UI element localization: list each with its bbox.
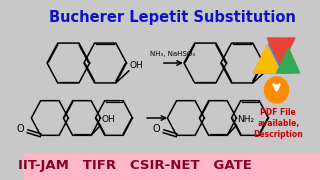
Text: O: O: [152, 124, 160, 134]
Circle shape: [265, 77, 289, 103]
Text: O: O: [16, 124, 24, 134]
Bar: [24, 153, 320, 180]
Text: OH: OH: [130, 61, 143, 70]
Text: NH₃, NaHSO₃: NH₃, NaHSO₃: [150, 51, 196, 57]
Polygon shape: [276, 48, 300, 73]
Polygon shape: [267, 38, 295, 66]
Text: OH: OH: [101, 115, 115, 124]
Text: PDF File
available,
Description: PDF File available, Description: [253, 108, 303, 139]
Text: IIT-JAM   TIFR   CSIR-NET   GATE: IIT-JAM TIFR CSIR-NET GATE: [18, 159, 252, 172]
Text: Bucherer Lepetit Substitution: Bucherer Lepetit Substitution: [49, 10, 295, 25]
Polygon shape: [253, 45, 281, 73]
Polygon shape: [253, 38, 290, 73]
Text: NH₂: NH₂: [237, 115, 254, 124]
Text: NH₂: NH₂: [265, 63, 282, 72]
